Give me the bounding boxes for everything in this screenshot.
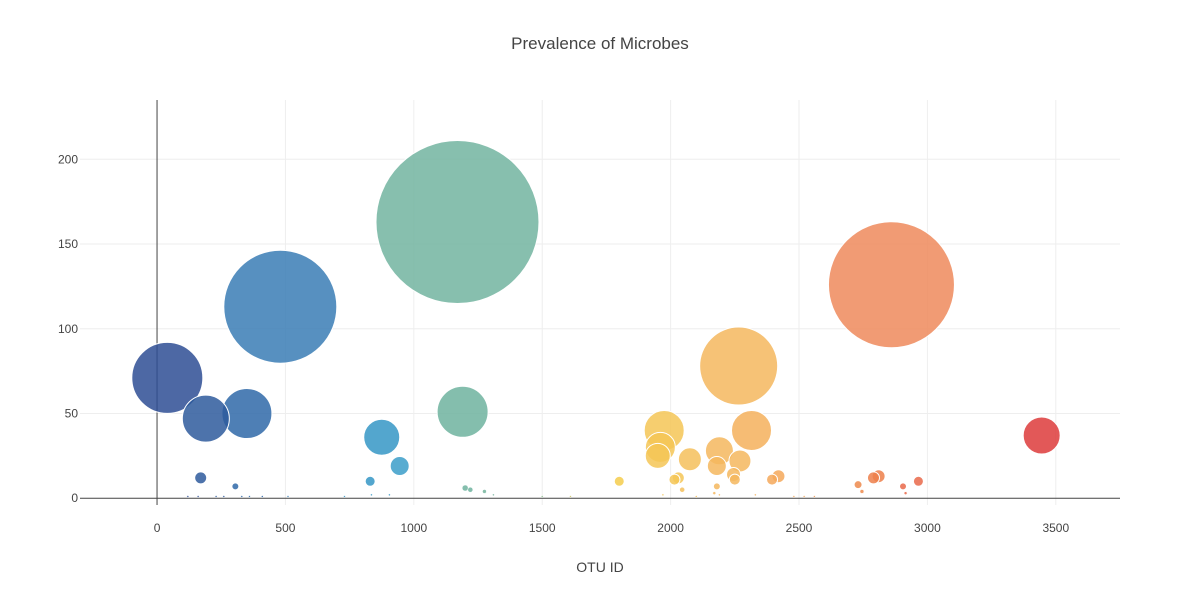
x-tick-label: 2500 bbox=[786, 521, 813, 535]
x-axis-label: OTU ID bbox=[576, 559, 623, 575]
bubble-point[interactable] bbox=[661, 493, 665, 497]
bubble-point[interactable] bbox=[363, 418, 401, 456]
bubble-point[interactable] bbox=[196, 495, 200, 498]
data-points bbox=[131, 140, 1061, 498]
bubble-point[interactable] bbox=[677, 447, 702, 472]
bubble-point[interactable] bbox=[240, 495, 244, 498]
bubble-point[interactable] bbox=[859, 489, 865, 494]
bubble-point[interactable] bbox=[569, 495, 572, 498]
bubble-point[interactable] bbox=[728, 473, 741, 486]
tick-labels: 0 500 1000 1500 2000 2500 3000 3500 0 50 100 150 200 bbox=[58, 152, 1070, 535]
bubble-point[interactable] bbox=[375, 140, 540, 305]
bubble-point[interactable] bbox=[899, 482, 908, 491]
bubble-point[interactable] bbox=[131, 341, 204, 414]
bubble-point[interactable] bbox=[231, 482, 240, 491]
bubble-point[interactable] bbox=[1022, 416, 1061, 455]
bubble-point[interactable] bbox=[388, 493, 391, 497]
bubble-point[interactable] bbox=[792, 495, 796, 498]
bubble-point[interactable] bbox=[194, 471, 208, 485]
bubble-point[interactable] bbox=[540, 495, 544, 498]
y-tick-label: 100 bbox=[58, 322, 78, 336]
bubble-point[interactable] bbox=[186, 495, 190, 498]
y-tick-label: 150 bbox=[58, 237, 78, 251]
bubble-point[interactable] bbox=[248, 495, 251, 498]
bubble-point[interactable] bbox=[613, 475, 625, 487]
y-tick-label: 50 bbox=[65, 406, 79, 420]
bubble-point[interactable] bbox=[706, 456, 727, 477]
x-tick-label: 3000 bbox=[914, 521, 941, 535]
bubble-point[interactable] bbox=[482, 489, 487, 494]
bubble-point[interactable] bbox=[813, 495, 816, 498]
chart-title: Prevalence of Microbes bbox=[511, 34, 689, 53]
bubble-point[interactable] bbox=[853, 480, 863, 490]
bubble-point[interactable] bbox=[718, 493, 721, 497]
bubble-point[interactable] bbox=[343, 495, 346, 498]
bubble-point[interactable] bbox=[827, 221, 955, 349]
bubble-point[interactable] bbox=[461, 484, 469, 492]
axes bbox=[80, 100, 1120, 505]
bubble-point[interactable] bbox=[712, 491, 717, 495]
bubble-point[interactable] bbox=[364, 475, 376, 487]
x-tick-label: 500 bbox=[275, 521, 295, 535]
bubble-point[interactable] bbox=[695, 495, 698, 498]
bubble-point[interactable] bbox=[214, 495, 218, 498]
bubble-point[interactable] bbox=[181, 394, 230, 443]
bubble-point[interactable] bbox=[679, 486, 685, 493]
bubble-point[interactable] bbox=[221, 387, 273, 439]
bubble-point[interactable] bbox=[802, 495, 806, 498]
y-tick-label: 0 bbox=[71, 491, 78, 505]
bubble-point[interactable] bbox=[731, 409, 773, 451]
bubble-point[interactable] bbox=[699, 326, 779, 406]
x-tick-label: 2000 bbox=[657, 521, 684, 535]
bubble-point[interactable] bbox=[644, 442, 671, 469]
x-tick-label: 1500 bbox=[529, 521, 556, 535]
bubble-point[interactable] bbox=[912, 475, 924, 487]
y-tick-label: 200 bbox=[58, 152, 78, 166]
bubble-point[interactable] bbox=[370, 493, 373, 497]
bubble-point[interactable] bbox=[436, 385, 489, 438]
x-tick-label: 3500 bbox=[1042, 521, 1069, 535]
bubble-point[interactable] bbox=[223, 249, 338, 364]
bubble-point[interactable] bbox=[389, 456, 410, 477]
bubble-point[interactable] bbox=[866, 471, 880, 485]
bubble-point[interactable] bbox=[286, 495, 290, 498]
x-tick-label: 0 bbox=[154, 521, 161, 535]
x-tick-label: 1000 bbox=[400, 521, 427, 535]
bubble-point[interactable] bbox=[754, 493, 757, 497]
bubble-point[interactable] bbox=[261, 495, 264, 498]
bubble-point[interactable] bbox=[712, 482, 721, 491]
bubble-point[interactable] bbox=[492, 493, 495, 497]
bubble-point[interactable] bbox=[467, 486, 474, 493]
bubble-point[interactable] bbox=[222, 495, 226, 498]
bubble-point[interactable] bbox=[766, 473, 779, 486]
bubble-point[interactable] bbox=[668, 473, 681, 486]
bubble-point[interactable] bbox=[903, 491, 908, 495]
